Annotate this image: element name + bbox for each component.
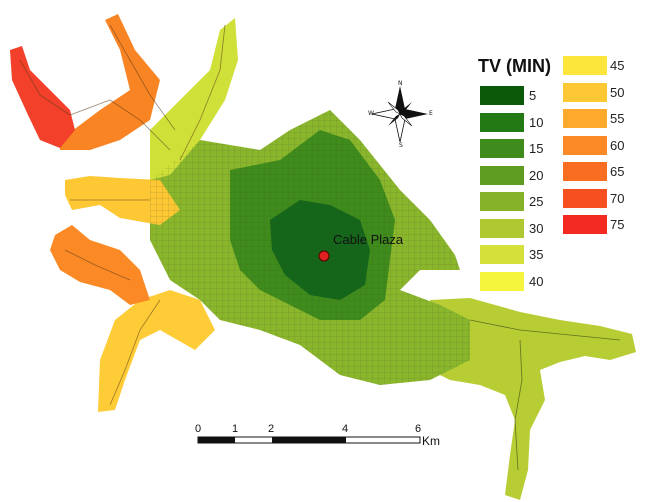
scale-tick-4: 4 — [342, 423, 349, 435]
compass-rose-icon — [371, 86, 428, 143]
scale-tick-1: 1 — [232, 423, 239, 435]
scale-unit: Km — [422, 434, 440, 448]
cable-plaza-marker — [318, 250, 330, 262]
legend-swatch-75 — [563, 215, 607, 234]
cable-plaza-label: Cable Plaza — [333, 232, 404, 247]
scale-tick-0: 0 — [195, 423, 202, 435]
legend-label-70: 70 — [610, 191, 625, 206]
scale-tick-6: 6 — [415, 423, 422, 435]
legend-swatch-45 — [563, 56, 607, 75]
legend-swatch-25 — [480, 192, 524, 211]
legend-label-50: 50 — [610, 85, 625, 100]
legend-label-25: 25 — [529, 194, 544, 209]
legend-label-20: 20 — [529, 168, 544, 183]
scale-tick-2: 2 — [268, 423, 275, 435]
legend-label-10: 10 — [529, 115, 544, 130]
compass-north-label: N — [398, 80, 403, 87]
street-network — [19, 24, 621, 471]
legend-swatch-50 — [563, 83, 607, 102]
legend-swatch-35 — [480, 245, 524, 264]
legend-label-75: 75 — [610, 217, 625, 232]
legend-label-40: 40 — [529, 274, 544, 289]
legend-label-45: 45 — [610, 58, 625, 73]
legend-swatch-15 — [480, 139, 524, 158]
legend-swatch-65 — [563, 162, 607, 181]
legend-swatch-70 — [563, 189, 607, 208]
legend-label-65: 65 — [610, 164, 625, 179]
legend-title: TV (MIN) — [478, 56, 551, 76]
compass-east-label: E — [429, 110, 433, 117]
legend-swatch-30 — [480, 219, 524, 238]
legend-swatch-60 — [563, 136, 607, 155]
legend-label-15: 15 — [529, 141, 544, 156]
legend-swatch-40 — [480, 272, 524, 291]
compass-south-label: S — [399, 142, 403, 149]
legend-swatch-10 — [480, 113, 524, 132]
scale-bar — [197, 436, 421, 444]
compass-west-label: W — [368, 110, 374, 117]
legend-swatch-20 — [480, 166, 524, 185]
legend-label-60: 60 — [610, 138, 625, 153]
legend-label-35: 35 — [529, 247, 544, 262]
legend-swatch-5 — [480, 86, 524, 105]
legend-label-55: 55 — [610, 111, 625, 126]
legend-label-30: 30 — [529, 221, 544, 236]
legend-label-5: 5 — [529, 88, 537, 103]
legend-swatch-55 — [563, 109, 607, 128]
